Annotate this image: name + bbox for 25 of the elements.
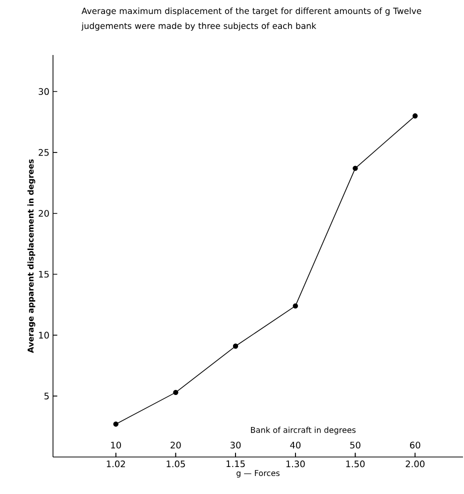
- x2-tick-label: 40: [290, 442, 301, 448]
- y-tick-label: 25: [38, 149, 49, 156]
- point: [292, 303, 298, 309]
- x-tick-label: 1.15: [226, 460, 245, 468]
- y-tick-label: 5: [44, 392, 49, 400]
- y-tick-label: 30: [38, 88, 49, 95]
- point: [173, 390, 178, 396]
- x2-tick-label: 10: [111, 442, 121, 448]
- point: [232, 344, 238, 349]
- y-tick-label: 20: [38, 210, 49, 217]
- y-tick-label: 15: [39, 270, 49, 278]
- x2-tick-label: 50: [350, 442, 360, 448]
- point: [113, 422, 118, 427]
- x-tick-label: 1.30: [286, 460, 305, 468]
- x-tick-label: 1.50: [346, 460, 365, 468]
- x2-tick-label: 30: [230, 442, 241, 448]
- point: [352, 166, 358, 171]
- x-tick-label: 1.05: [166, 460, 185, 468]
- x2-tick-label: 60: [410, 442, 420, 448]
- x2-tick-label: 20: [170, 442, 181, 448]
- y-tick-label: 10: [39, 332, 49, 339]
- chart-title: Average maximum displacement of the target for different amounts of g Twelve judgements were made by three subjects of each bank: [81, 8, 422, 31]
- point: [412, 113, 418, 118]
- x-tick-label: 2.00: [406, 460, 424, 468]
- x-tick-label: 1.02: [106, 460, 125, 468]
